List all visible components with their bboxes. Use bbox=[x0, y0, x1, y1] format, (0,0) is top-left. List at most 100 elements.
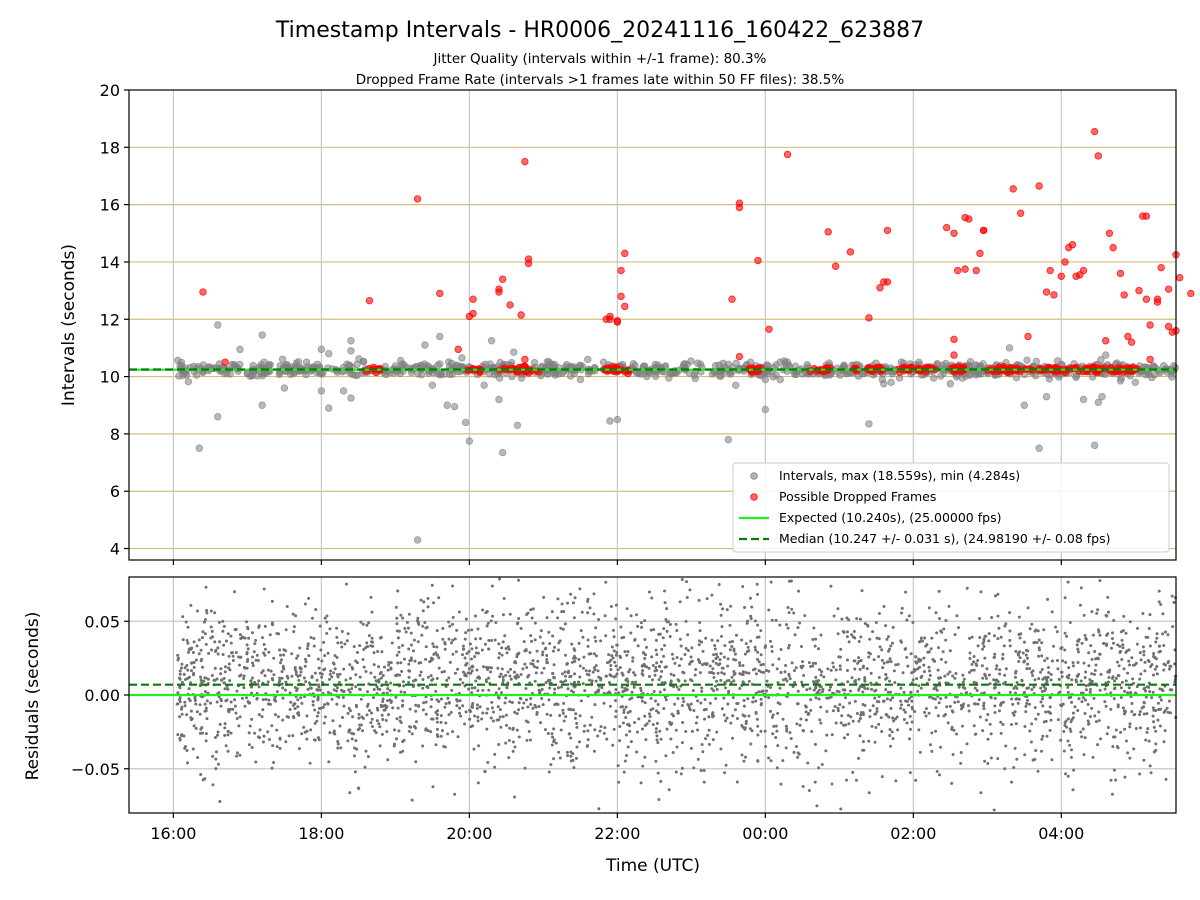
residual-point bbox=[626, 745, 630, 749]
residual-point bbox=[616, 668, 620, 672]
residual-point bbox=[497, 687, 501, 691]
residual-point bbox=[984, 718, 988, 722]
residual-point bbox=[715, 688, 719, 692]
residual-point bbox=[223, 722, 227, 726]
dropped-frame-point bbox=[621, 302, 629, 311]
residual-point bbox=[412, 724, 416, 728]
residual-point bbox=[1015, 757, 1019, 761]
residual-point bbox=[807, 788, 811, 792]
residual-point bbox=[395, 616, 399, 620]
residual-point bbox=[380, 650, 384, 654]
residual-point bbox=[1094, 720, 1098, 724]
residual-point bbox=[552, 727, 556, 731]
residual-point bbox=[1039, 670, 1043, 674]
interval-point bbox=[606, 417, 614, 425]
residual-point bbox=[559, 728, 563, 732]
residual-point bbox=[276, 715, 280, 719]
residual-point bbox=[461, 644, 465, 648]
residual-point bbox=[1035, 640, 1039, 644]
residual-point bbox=[562, 719, 566, 723]
residual-point bbox=[694, 668, 698, 672]
residual-point bbox=[845, 635, 849, 639]
dropped-frame-point bbox=[1139, 212, 1147, 220]
residual-point bbox=[341, 689, 345, 693]
residual-point bbox=[907, 703, 911, 707]
residual-point bbox=[858, 617, 862, 621]
residual-point bbox=[698, 621, 702, 625]
residual-point bbox=[481, 711, 485, 715]
residual-point bbox=[284, 628, 288, 632]
residual-point bbox=[586, 611, 590, 615]
residual-point bbox=[396, 661, 400, 665]
residual-point bbox=[262, 734, 266, 738]
residual-point bbox=[312, 738, 316, 742]
residual-point bbox=[885, 637, 889, 641]
residual-point bbox=[610, 645, 614, 649]
residual-point bbox=[1169, 664, 1173, 668]
residual-point bbox=[1136, 626, 1140, 630]
residual-point bbox=[370, 725, 374, 729]
residual-point bbox=[189, 718, 193, 722]
residual-point bbox=[204, 739, 208, 743]
residual-point bbox=[176, 653, 180, 657]
residual-point bbox=[880, 730, 884, 734]
residual-point bbox=[775, 729, 779, 733]
residual-point bbox=[635, 730, 639, 734]
residual-point bbox=[1088, 715, 1092, 719]
residual-point bbox=[448, 624, 452, 628]
residual-point bbox=[1040, 654, 1044, 658]
residual-point bbox=[412, 638, 416, 642]
residual-point bbox=[1091, 755, 1095, 759]
residual-point bbox=[717, 663, 721, 667]
residual-point bbox=[986, 762, 990, 766]
residual-point bbox=[696, 728, 700, 732]
residuals-y-tick-label: 0.05 bbox=[84, 612, 120, 631]
residual-point bbox=[651, 663, 655, 667]
residual-point bbox=[987, 632, 991, 636]
residual-point bbox=[1123, 689, 1127, 693]
residual-point bbox=[698, 629, 702, 633]
residual-point bbox=[251, 664, 255, 668]
residual-point bbox=[309, 728, 313, 732]
residual-point bbox=[376, 687, 380, 691]
interval-point bbox=[711, 362, 720, 370]
residual-point bbox=[747, 671, 751, 675]
residual-point bbox=[1130, 702, 1134, 706]
residual-point bbox=[508, 674, 512, 678]
residual-point bbox=[754, 711, 758, 715]
residual-point bbox=[618, 666, 622, 670]
residual-point bbox=[1138, 713, 1142, 717]
residual-point bbox=[635, 750, 639, 754]
residual-point bbox=[609, 605, 613, 609]
residual-point bbox=[234, 651, 238, 655]
residual-point bbox=[1171, 625, 1175, 629]
residual-point bbox=[326, 690, 330, 694]
residual-point bbox=[551, 735, 555, 739]
residual-point bbox=[460, 653, 464, 657]
dropped-frame-point bbox=[954, 266, 962, 275]
residual-point bbox=[905, 618, 909, 622]
residual-point bbox=[480, 717, 484, 721]
residual-point bbox=[396, 636, 400, 640]
residual-point bbox=[1116, 703, 1120, 707]
residual-point bbox=[508, 700, 512, 704]
residual-point bbox=[790, 661, 794, 665]
residual-point bbox=[610, 654, 614, 658]
residual-point bbox=[561, 627, 565, 631]
residual-point bbox=[528, 651, 532, 655]
residual-point bbox=[348, 663, 352, 667]
residual-point bbox=[326, 701, 330, 705]
residual-point bbox=[587, 673, 591, 677]
residual-point bbox=[1037, 638, 1041, 642]
residual-point bbox=[466, 671, 470, 675]
residual-point bbox=[543, 728, 547, 732]
residual-point bbox=[1152, 652, 1156, 656]
residual-point bbox=[1067, 673, 1071, 677]
residual-point bbox=[632, 671, 636, 675]
residual-point bbox=[965, 742, 969, 746]
residual-point bbox=[722, 655, 726, 659]
residual-point bbox=[553, 687, 557, 691]
residual-point bbox=[896, 728, 900, 732]
residual-point bbox=[614, 653, 618, 657]
residual-point bbox=[796, 702, 800, 706]
